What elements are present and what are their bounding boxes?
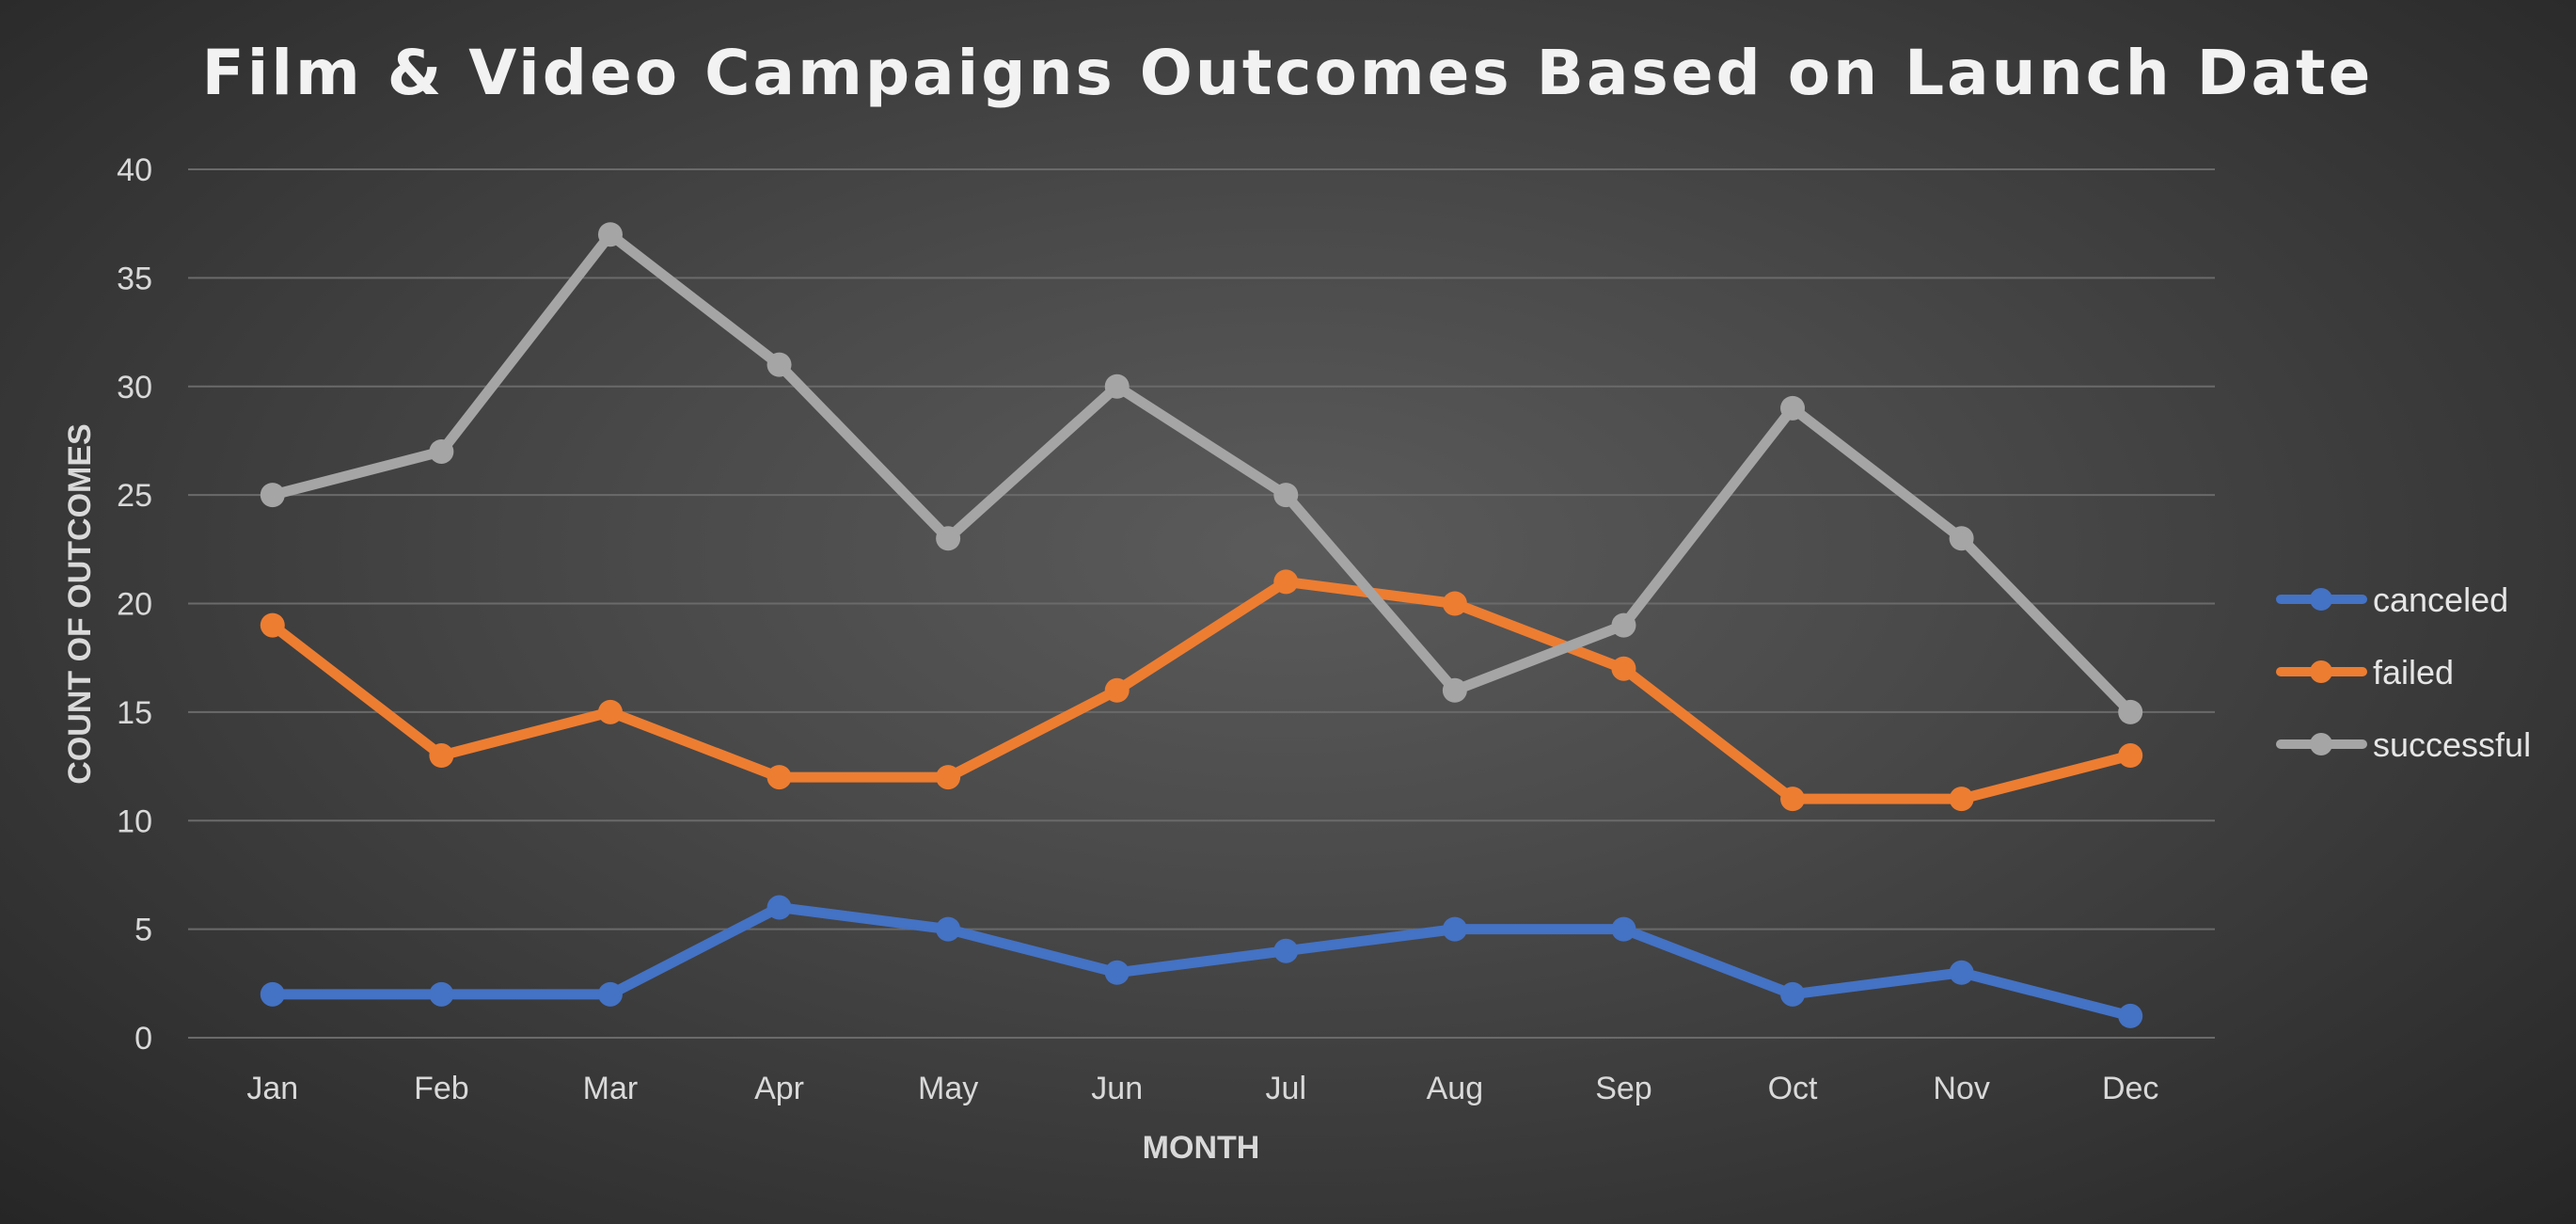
series-lines xyxy=(260,222,2143,1028)
legend-swatch-marker xyxy=(2310,660,2332,683)
data-point xyxy=(1273,483,1299,508)
data-point xyxy=(2118,699,2143,724)
data-point xyxy=(1273,569,1299,595)
data-point xyxy=(1780,395,1806,421)
y-tick-label: 15 xyxy=(117,695,152,731)
legend-label: canceled xyxy=(2373,580,2508,619)
x-tick-label: Jun xyxy=(1091,1071,1143,1106)
data-point xyxy=(1104,374,1130,399)
y-tick-label: 20 xyxy=(117,587,152,623)
legend-item-failed: failed xyxy=(2276,653,2454,691)
data-point xyxy=(766,352,792,377)
data-point xyxy=(1442,916,1467,942)
data-point xyxy=(936,526,961,551)
series-line xyxy=(267,576,2136,804)
legend-label: successful xyxy=(2373,725,2531,764)
data-point xyxy=(429,981,454,1007)
data-point xyxy=(1442,677,1467,703)
data-point xyxy=(2118,1003,2143,1028)
series-failed xyxy=(260,569,2143,812)
x-tick-label: Oct xyxy=(1768,1071,1818,1106)
data-point xyxy=(1780,787,1806,812)
data-point xyxy=(1273,938,1299,963)
series-successful xyxy=(260,222,2143,724)
data-point xyxy=(1949,960,1974,985)
x-tick-label: Aug xyxy=(1427,1071,1484,1106)
y-axis-title: COUNT OF OUTCOMES xyxy=(62,423,98,784)
y-tick-label: 30 xyxy=(117,370,152,405)
y-tick-label: 25 xyxy=(117,478,152,514)
series-canceled xyxy=(260,895,2143,1028)
series-line xyxy=(267,229,2136,718)
legend-item-canceled: canceled xyxy=(2276,580,2508,619)
data-point xyxy=(936,765,961,790)
data-point xyxy=(1949,526,1974,551)
data-point xyxy=(429,743,454,769)
data-point xyxy=(260,612,285,638)
data-point xyxy=(429,438,454,464)
series-line xyxy=(267,902,2136,1022)
data-point xyxy=(1611,612,1636,638)
data-point xyxy=(1611,916,1636,942)
data-point xyxy=(260,981,285,1007)
legend-swatch-marker xyxy=(2310,733,2332,755)
x-axis-ticks: Jan Feb Mar Apr May Jun Jul Aug Sep Oct Nov Dec xyxy=(246,1071,2158,1106)
data-point xyxy=(597,699,623,724)
data-point xyxy=(1611,656,1636,681)
x-tick-label: May xyxy=(918,1071,978,1106)
y-tick-label: 35 xyxy=(117,261,152,296)
legend: canceled failed successful xyxy=(2276,580,2531,764)
x-tick-label: Dec xyxy=(2102,1071,2158,1106)
chart-title: Film & Video Campaigns Outcomes Based on… xyxy=(202,37,2374,109)
data-point xyxy=(597,981,623,1007)
x-tick-label: Sep xyxy=(1595,1071,1652,1106)
x-tick-label: Nov xyxy=(1933,1071,1989,1106)
data-point xyxy=(766,765,792,790)
x-tick-label: Jul xyxy=(1266,1071,1306,1106)
data-point xyxy=(1104,677,1130,703)
gridlines xyxy=(188,168,2215,1039)
data-point xyxy=(1949,787,1974,812)
y-tick-label: 10 xyxy=(117,803,152,839)
data-point xyxy=(260,483,285,508)
data-point xyxy=(1104,960,1130,985)
x-tick-label: Jan xyxy=(246,1071,298,1106)
x-tick-label: Apr xyxy=(754,1071,804,1106)
y-tick-label: 40 xyxy=(117,152,152,188)
legend-label: failed xyxy=(2373,653,2454,691)
y-tick-label: 5 xyxy=(134,913,152,948)
data-point xyxy=(936,916,961,942)
data-point xyxy=(2118,743,2143,769)
x-tick-label: Feb xyxy=(414,1071,469,1106)
y-tick-label: 0 xyxy=(134,1021,152,1057)
y-axis-ticks: 0 5 10 15 20 25 30 35 40 xyxy=(117,152,152,1057)
data-point xyxy=(766,895,792,920)
legend-item-successful: successful xyxy=(2276,725,2531,764)
x-axis-title: MONTH xyxy=(1143,1130,1260,1166)
x-tick-label: Mar xyxy=(583,1071,639,1106)
data-point xyxy=(1442,591,1467,616)
data-point xyxy=(597,222,623,247)
data-point xyxy=(1780,981,1806,1007)
legend-swatch-marker xyxy=(2310,588,2332,611)
